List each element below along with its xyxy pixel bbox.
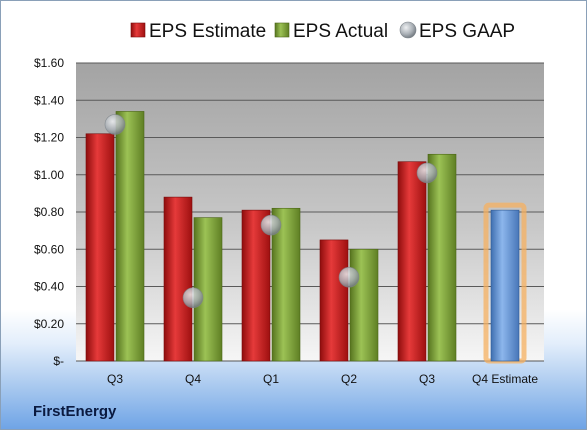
eps-actual-bar — [427, 153, 457, 362]
y-tick-label: $- — [53, 354, 64, 368]
legend-label: EPS Actual — [293, 21, 388, 42]
eps-gaap-marker — [338, 266, 360, 288]
x-tick-label: Q2 — [341, 372, 357, 386]
x-tick-label: Q1 — [263, 372, 279, 386]
gridlines — [76, 62, 544, 325]
company-name: FirstEnergy — [33, 403, 117, 420]
eps-estimate-bar — [397, 161, 427, 362]
x-tick-label: Q3 — [419, 372, 435, 386]
legend-marker-eps-gaap — [399, 21, 417, 39]
eps-gaap-marker — [182, 287, 204, 308]
eps-gaap-marker — [416, 162, 438, 184]
legend: EPS Estimate EPS Actual EPS GAAP — [130, 21, 515, 42]
legend-label: EPS Estimate — [149, 21, 266, 42]
y-tick-label: $0.20 — [34, 317, 64, 331]
eps-estimate-bar — [241, 209, 271, 362]
y-tick-label: $1.40 — [34, 93, 64, 107]
eps-gaap-marker — [104, 114, 126, 135]
eps-estimate-bar — [319, 239, 349, 362]
y-tick-label: $0.60 — [34, 242, 64, 256]
gaap-markers — [104, 114, 438, 308]
x-axis: Q3 Q4 Q1 Q2 Q3 Q4 Estimate — [76, 360, 544, 386]
y-tick-label: $1.60 — [34, 56, 64, 70]
y-tick-label: $0.80 — [34, 205, 64, 219]
q4-estimate-bar — [490, 209, 520, 362]
eps-actual-bar — [115, 111, 145, 362]
y-tick-label: $1.20 — [34, 131, 64, 145]
legend-label: EPS GAAP — [419, 21, 515, 42]
x-tick-label: Q3 — [107, 372, 123, 386]
y-axis: $- $0.20 $0.40 $0.60 $0.80 $1.00 $1.20 $1.40 $1.… — [34, 56, 64, 368]
legend-marker-eps-actual — [274, 22, 290, 38]
eps-actual-bar — [349, 248, 379, 362]
eps-gaap-marker — [260, 214, 282, 236]
legend-marker-eps-estimate — [130, 22, 146, 38]
y-tick-label: $0.40 — [34, 280, 64, 294]
eps-estimate-bar — [163, 196, 193, 362]
x-tick-label: Q4 Estimate — [472, 372, 538, 386]
x-tick-label: Q4 — [185, 372, 201, 386]
bars — [85, 111, 527, 364]
eps-estimate-bar — [85, 133, 115, 362]
y-tick-label: $1.00 — [34, 168, 64, 182]
eps-actual-bar — [271, 207, 301, 362]
